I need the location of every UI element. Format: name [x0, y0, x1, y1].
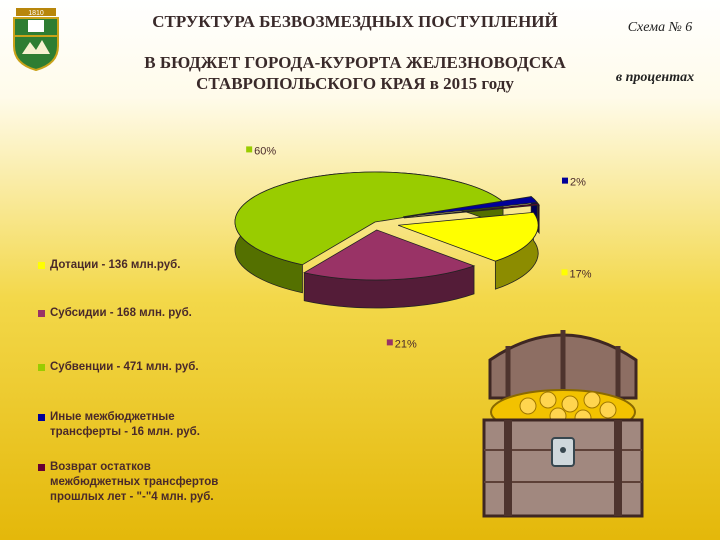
- slice-label-swatch: [246, 146, 253, 153]
- legend-label: Иные межбюджетные трансферты - 16 млн. р…: [50, 411, 200, 438]
- pie-slice: [403, 196, 539, 218]
- legend-swatch: [38, 310, 45, 317]
- legend-item: Иные межбюджетные трансферты - 16 млн. р…: [38, 410, 228, 440]
- legend-swatch: [38, 364, 45, 371]
- title-line-1: СТРУКТУРА БЕЗВОЗМЕЗДНЫХ ПОСТУПЛЕНИЙ: [152, 12, 558, 31]
- slice-label-swatch: [561, 177, 568, 184]
- slice-value-label: 17%: [570, 268, 592, 280]
- pie-slice: [397, 211, 539, 262]
- legend-swatch: [38, 262, 45, 269]
- legend-item: Возврат остатков межбюджетных трансферто…: [38, 460, 238, 505]
- legend-label: Субсидии - 168 млн. руб.: [50, 307, 192, 319]
- legend-label: Субвенции - 471 млн. руб.: [50, 361, 199, 373]
- legend-swatch: [38, 464, 45, 471]
- legend-swatch: [38, 414, 45, 421]
- treasure-chest-icon: [468, 320, 658, 530]
- pie-slice: [403, 203, 540, 219]
- slice-value-label: 21%: [395, 338, 417, 350]
- slice-label-swatch: [561, 269, 568, 276]
- scheme-number: Схема № 6: [627, 20, 693, 35]
- legend-item: Субвенции - 471 млн. руб.: [38, 360, 199, 375]
- slice-value-label: 60%: [254, 145, 276, 157]
- title-lines-2-3: В БЮДЖЕТ ГОРОДА-КУРОРТА ЖЕЛЕЗНОВОДСКА СТ…: [110, 52, 600, 94]
- coat-of-arms-icon: 1810: [10, 6, 62, 72]
- title-line-3: СТАВРОПОЛЬСКОГО КРАЯ в 2015 году: [196, 74, 514, 93]
- title-line-2: В БЮДЖЕТ ГОРОДА-КУРОРТА ЖЕЛЕЗНОВОДСКА: [144, 53, 566, 72]
- slice-value-label: 2%: [570, 177, 586, 189]
- units-label: в процентах: [615, 70, 695, 85]
- legend-item: Дотации - 136 млн.руб.: [38, 258, 180, 273]
- pie-slice: [303, 229, 476, 281]
- legend-label: Возврат остатков межбюджетных трансферто…: [50, 461, 219, 503]
- slice-label-swatch: [386, 339, 393, 346]
- legend-label: Дотации - 136 млн.руб.: [50, 259, 181, 271]
- pie-slice: [234, 171, 504, 266]
- legend-item: Субсидии - 168 млн. руб.: [38, 306, 192, 321]
- coat-year: 1810: [28, 10, 44, 17]
